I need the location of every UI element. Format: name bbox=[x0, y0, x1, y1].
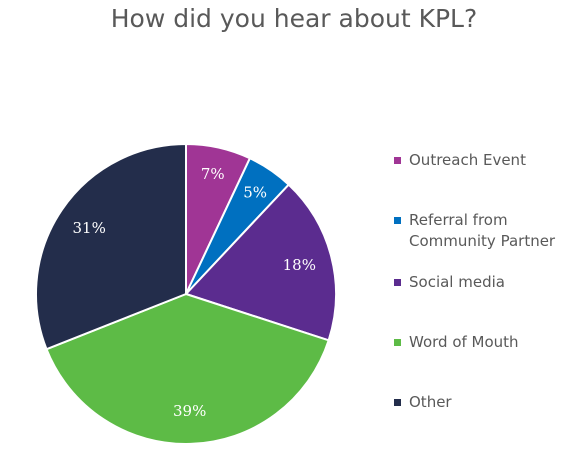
legend-swatch bbox=[394, 157, 401, 164]
legend-item: Social media bbox=[394, 272, 505, 293]
pie-slice-other bbox=[35, 142, 187, 351]
data-label: 39% bbox=[173, 402, 206, 420]
data-label: 5% bbox=[243, 183, 267, 201]
data-label: 31% bbox=[73, 219, 106, 237]
data-label: 7% bbox=[201, 165, 225, 183]
legend-item: Referral from Community Partner bbox=[394, 210, 555, 252]
legend-swatch bbox=[394, 339, 401, 346]
legend-label: Word of Mouth bbox=[409, 333, 519, 351]
legend-label: Social media bbox=[409, 273, 505, 291]
legend-label: Other bbox=[409, 393, 452, 411]
legend-swatch bbox=[394, 279, 401, 286]
legend-item: Outreach Event bbox=[394, 150, 526, 171]
legend-swatch bbox=[394, 217, 401, 224]
pie-slice-word-of-mouth bbox=[45, 292, 330, 446]
pie-slice-social-media bbox=[184, 183, 337, 342]
legend-label: Referral from bbox=[409, 211, 508, 229]
legend-item: Word of Mouth bbox=[394, 332, 519, 353]
legend-swatch bbox=[394, 399, 401, 406]
data-label: 18% bbox=[283, 256, 316, 274]
legend-label: Outreach Event bbox=[409, 151, 526, 169]
legend-item: Other bbox=[394, 392, 452, 413]
legend-label: Community Partner bbox=[409, 232, 556, 250]
chart-title: How did you hear about KPL? bbox=[110, 4, 478, 33]
